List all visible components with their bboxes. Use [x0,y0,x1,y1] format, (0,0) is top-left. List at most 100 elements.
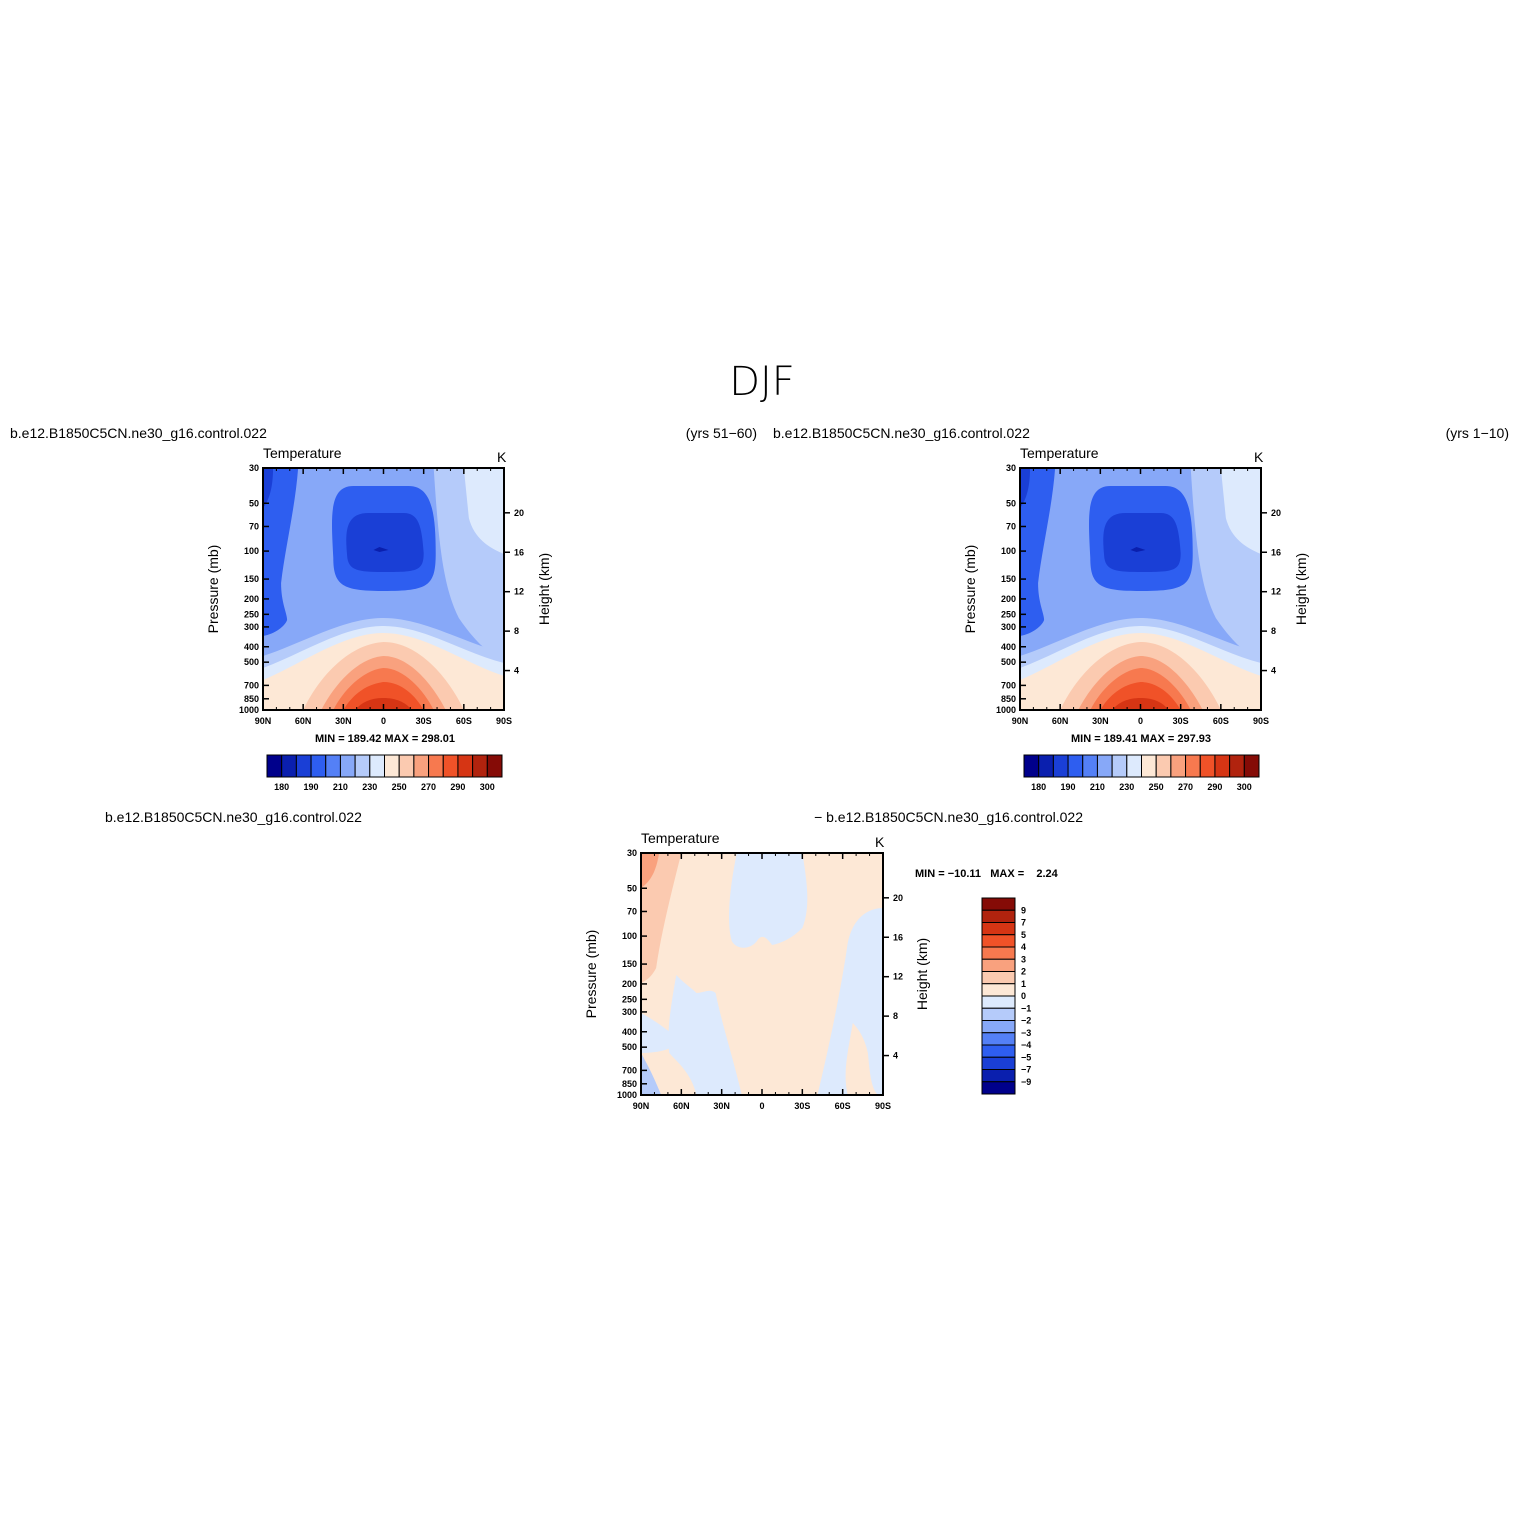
panel-2-region-polar-vortex [1020,468,1056,636]
panel-1-units: K [497,449,507,465]
x-tick-label: 30N [335,716,352,726]
colorbar-box [981,983,1016,997]
panel-3: b.e12.B1850C5CN.ne30_g16.control.022 − b… [105,809,1083,1111]
x-tick-label: 30N [713,1101,730,1111]
x-tick-label: 90S [496,716,512,726]
colorbar-label: 300 [480,782,495,792]
height-tick-label: 4 [1271,666,1276,676]
y-tick-label: 500 [244,657,259,667]
panel-2-region-trop-cold [1103,513,1181,572]
y-tick-label: 700 [244,680,259,690]
y-tick-label: 500 [1001,657,1016,667]
y-tick-label: 200 [1001,594,1016,604]
colorbar-label: −1 [1021,1003,1031,1013]
panel-2: b.e12.B1850C5CN.ne30_g16.control.022 (yr… [773,425,1509,792]
y-tick-label: 400 [244,642,259,652]
colorbar-box [457,754,474,778]
x-tick-label: 60N [1052,716,1069,726]
colorbar-box [384,754,400,778]
y-tick-label: 1000 [239,705,259,715]
colorbar-box [295,754,312,778]
y-tick-label: 30 [627,848,637,858]
panel-3-region-north-warm [641,853,682,983]
panel-1: b.e12.B1850C5CN.ne30_g16.control.022 (yr… [10,425,757,792]
y-tick-label: 850 [1001,694,1016,704]
colorbar-box [325,754,341,778]
colorbar-box [981,1069,1016,1083]
colorbar-label: 290 [450,782,465,792]
panel-2-region-south-warm [1220,468,1261,554]
colorbar-box [266,754,283,778]
colorbar-box [981,1020,1016,1034]
panel-1-ylabel-left: Pressure (mb) [205,545,221,634]
x-tick-label: 30S [416,716,432,726]
y-tick-label: 250 [244,609,259,619]
panel-3-contour-plot [640,852,884,1096]
x-tick-label: 90S [875,1101,891,1111]
y-tick-label: 100 [1001,546,1016,556]
y-tick-label: 1000 [996,705,1016,715]
colorbar-box [981,946,1016,960]
y-tick-label: 150 [244,574,259,584]
colorbar-label: 3 [1021,954,1026,964]
colorbar-label: 5 [1021,930,1026,940]
panel-3-ylabel-right: Height (km) [914,938,930,1010]
colorbar-box [981,1007,1016,1021]
colorbar-box [981,1044,1016,1058]
panel-1-region-trop-cold [346,513,424,572]
colorbar-box [981,971,1016,985]
colorbar-box [981,897,1016,911]
panel-3-variable: Temperature [641,830,720,846]
colorbar-label: −9 [1021,1077,1031,1087]
colorbar-box [428,754,444,778]
colorbar-box [310,754,327,778]
height-tick-label: 16 [893,932,903,942]
x-tick-label: 60S [835,1101,851,1111]
colorbar-box [1155,754,1172,778]
colorbar-box [339,754,356,778]
y-tick-label: 500 [622,1042,637,1052]
panel-2-axes: 305070100150200250300400500700850100090N… [996,463,1281,726]
colorbar-box [354,754,371,778]
colorbar-box [1082,754,1098,778]
panel-1-colorbar: 180 190 210 230 250 270 290 300 [266,754,503,792]
height-tick-label: 8 [893,1011,898,1021]
panel-1-region-polar-vortex [263,468,299,636]
x-tick-label: 0 [759,1101,764,1111]
panel-1-ylabel-right: Height (km) [536,553,552,625]
y-tick-label: 50 [627,883,637,893]
colorbar-label: 300 [1237,782,1252,792]
colorbar-box [981,995,1016,1009]
colorbar-box [369,754,385,778]
colorbar-label: −3 [1021,1028,1031,1038]
panel-1-stats: MIN = 189.42 MAX = 298.01 [315,733,455,745]
y-tick-label: 300 [622,1007,637,1017]
panel-2-stats: MIN = 189.41 MAX = 297.93 [1071,733,1211,745]
y-tick-label: 850 [244,694,259,704]
y-tick-label: 1000 [617,1090,637,1100]
panel-3-axes: 305070100150200250300400500700850100090N… [617,848,903,1111]
colorbar-label: 190 [1061,782,1076,792]
height-tick-label: 12 [893,972,903,982]
colorbar-label: 180 [274,782,289,792]
x-tick-label: 30N [1092,716,1109,726]
colorbar-box [1038,754,1054,778]
y-tick-label: 100 [244,546,259,556]
panel-2-ylabel-right: Height (km) [1293,553,1309,625]
panel-1-region-polar-core [263,468,274,508]
colorbar-box [1185,754,1201,778]
colorbar-box [1229,754,1245,778]
colorbar-box [981,922,1016,936]
x-tick-label: 60S [1213,716,1229,726]
height-tick-label: 8 [1271,626,1276,636]
panel-3-region-upper-cool [729,853,808,948]
height-tick-label: 12 [1271,587,1281,597]
colorbar-box [486,754,503,778]
figure-title: DJF [729,359,795,405]
panel-3-region-north-low-cool [641,1013,677,1053]
y-tick-label: 400 [1001,642,1016,652]
height-tick-label: 20 [893,893,903,903]
colorbar-box [413,754,430,778]
colorbar-box [981,934,1016,948]
height-tick-label: 4 [514,666,519,676]
